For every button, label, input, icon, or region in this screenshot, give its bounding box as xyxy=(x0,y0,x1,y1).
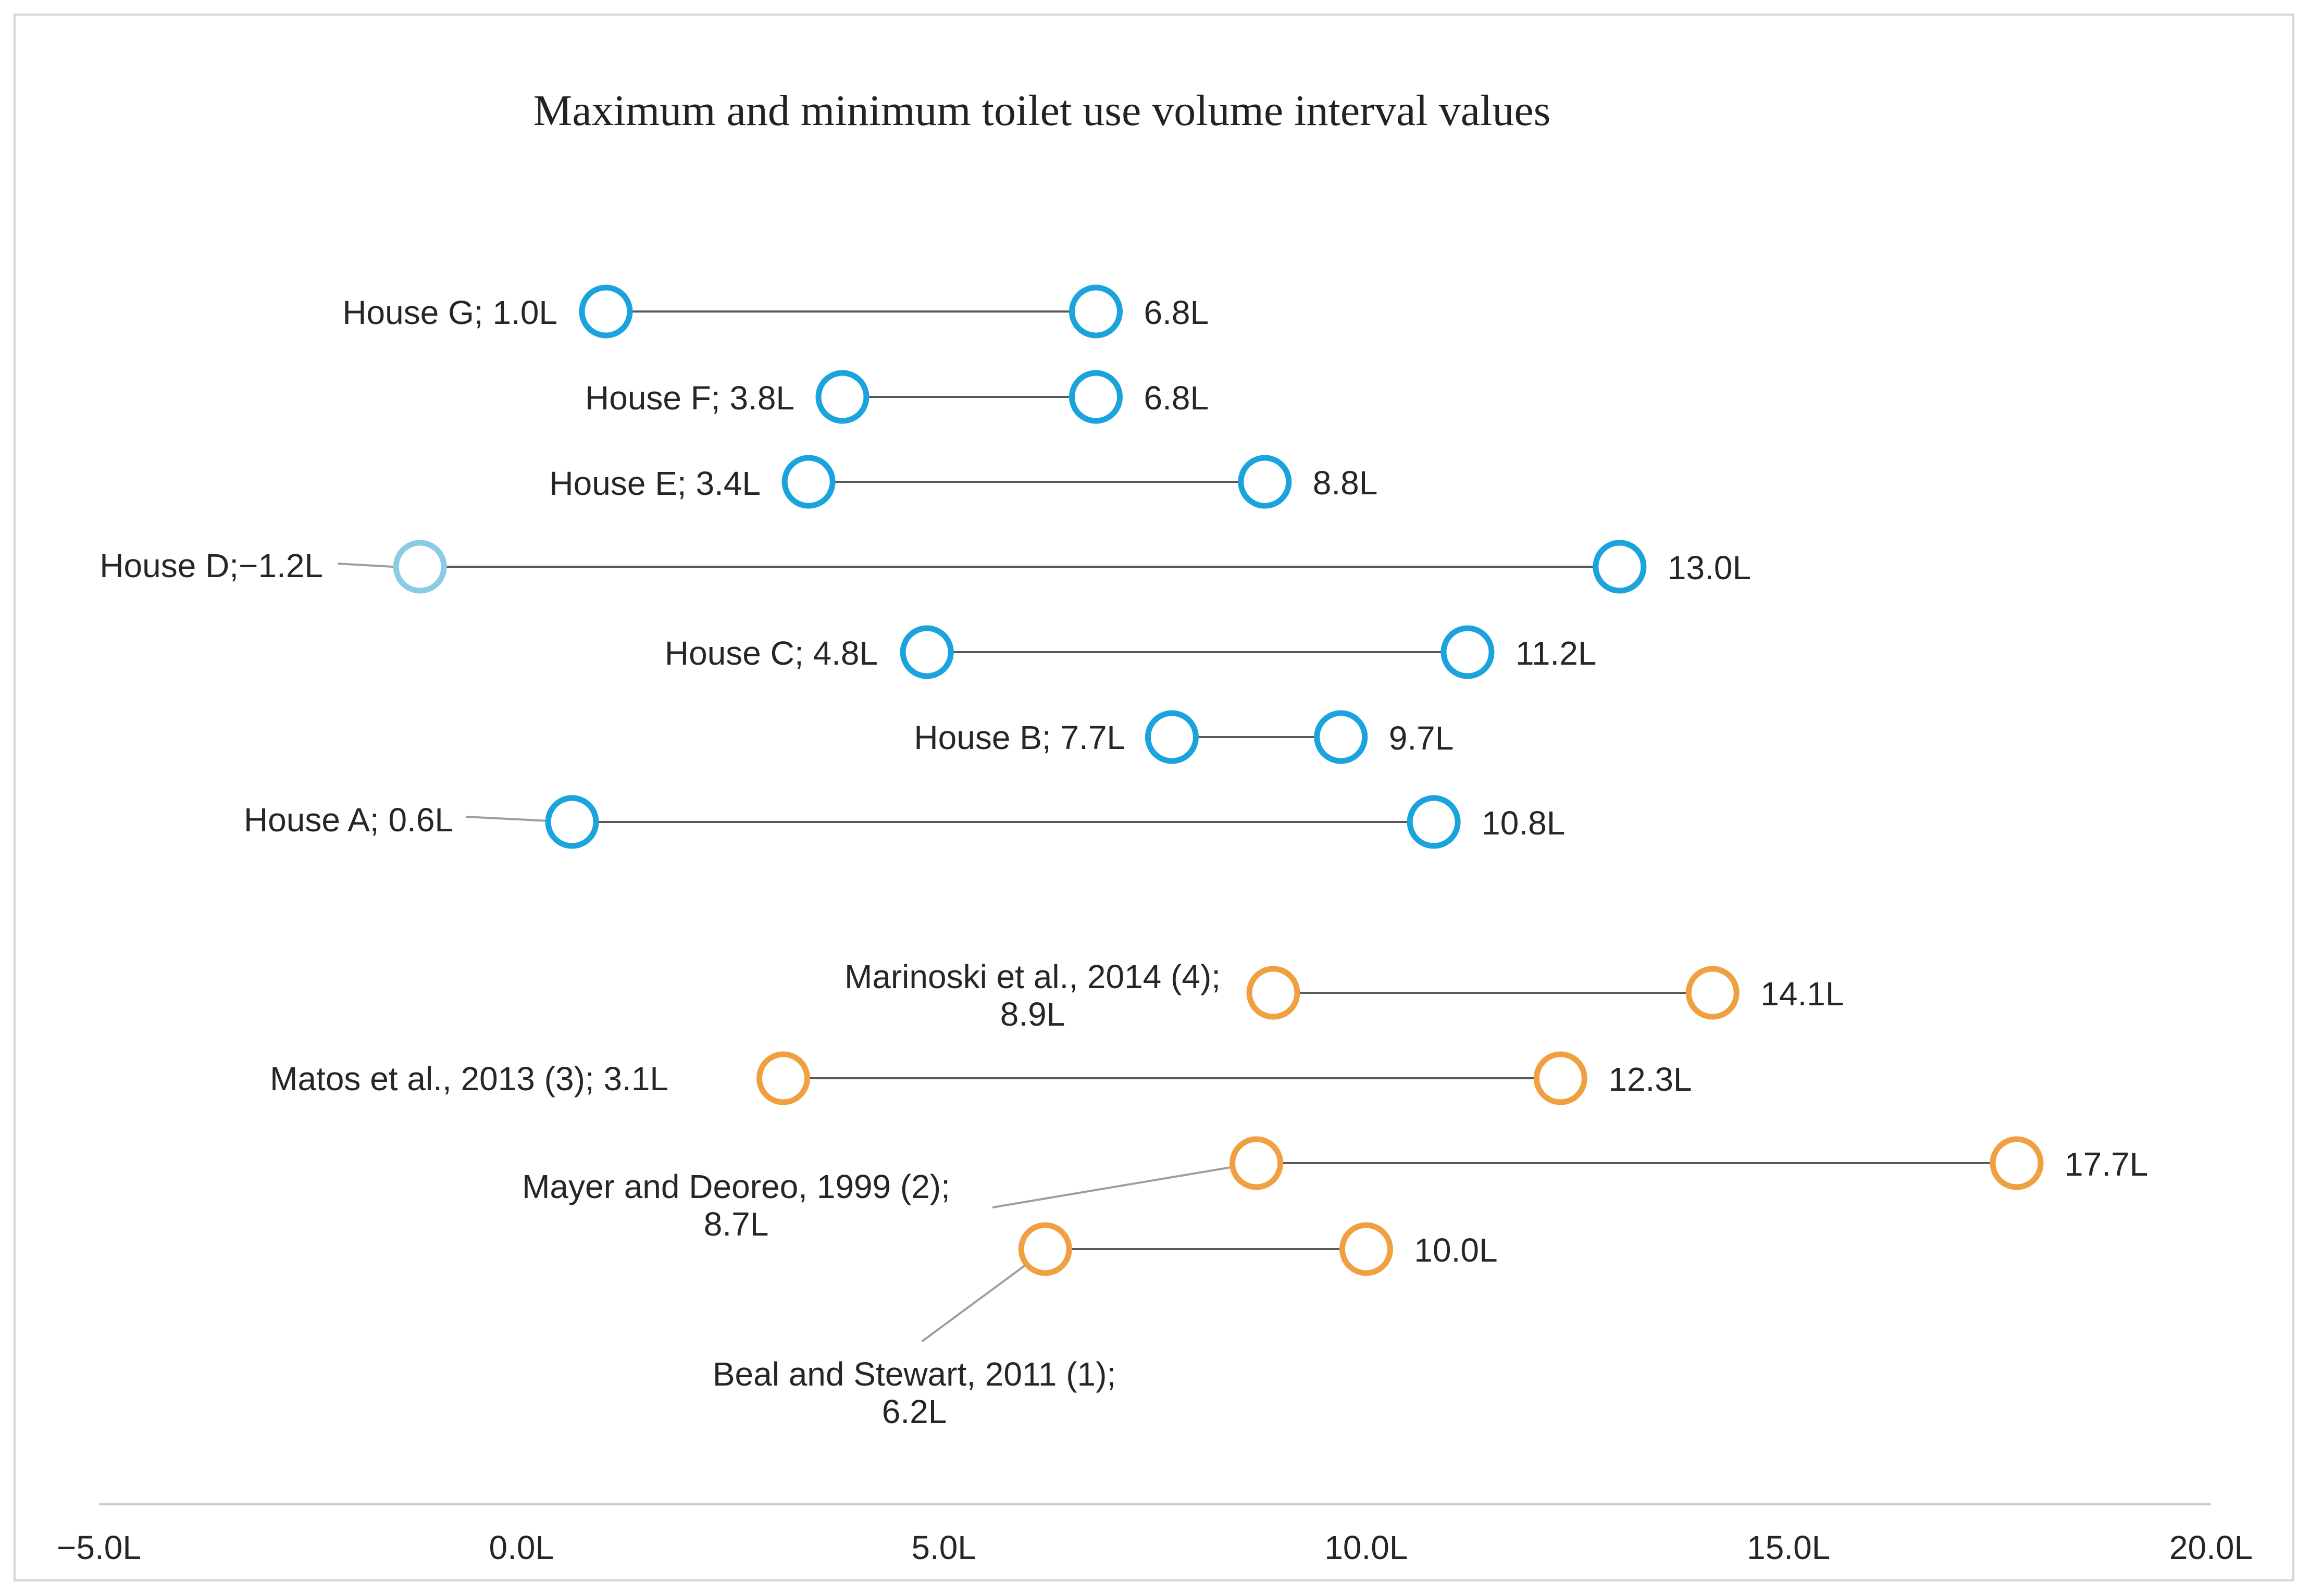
min-value-label: House A; 0.6L xyxy=(244,801,453,839)
min-marker xyxy=(545,795,599,849)
min-value-label: Marinoski et al., 2014 (4); xyxy=(844,958,1221,995)
min-value-label: Matos et al., 2013 (3); 3.1L xyxy=(270,1060,668,1098)
max-marker xyxy=(1339,1222,1393,1276)
series-row: House G; 1.0L 6.8L xyxy=(342,284,1209,339)
min-marker xyxy=(1018,1222,1072,1276)
series-row: House C; 4.8L 11.2L xyxy=(665,625,1596,679)
min-value-label: Mayer and Deoreo, 1999 (2); xyxy=(522,1168,950,1205)
min-value-label: House B; 7.7L xyxy=(914,719,1125,756)
min-value-label: House G; 1.0L xyxy=(342,294,557,331)
x-tick-label: 10.0L xyxy=(1324,1529,1408,1566)
max-value-label: 6.8L xyxy=(1144,294,1209,331)
max-value-label: 8.8L xyxy=(1313,464,1378,502)
min-marker xyxy=(1229,1136,1284,1190)
min-value-label: 8.9L xyxy=(1000,995,1065,1033)
max-marker xyxy=(1238,455,1292,509)
min-marker xyxy=(756,1051,810,1105)
min-marker xyxy=(1246,966,1300,1020)
series-row: House A; 0.6L 10.8L xyxy=(244,795,1565,849)
min-marker xyxy=(579,284,633,339)
max-marker xyxy=(1990,1136,2044,1190)
series-row: House D;−1.2L 13.0L xyxy=(100,540,1751,594)
max-marker xyxy=(1069,370,1123,424)
min-value-label: 8.7L xyxy=(704,1205,769,1243)
min-value-label: House E; 3.4L xyxy=(549,465,761,502)
max-marker xyxy=(1069,284,1123,339)
series-row: House E; 3.4L 8.8L xyxy=(549,455,1378,509)
max-value-label: 10.0L xyxy=(1414,1231,1497,1269)
min-value-label: House C; 4.8L xyxy=(665,634,878,672)
x-tick-label: 15.0L xyxy=(1747,1529,1830,1566)
max-marker xyxy=(1407,795,1461,849)
min-value-label: Beal and Stewart, 2011 (1); xyxy=(713,1355,1116,1393)
max-marker xyxy=(1593,540,1647,594)
series-row: Matos et al., 2013 (3); 3.1L 12.3L xyxy=(270,1051,1692,1105)
series-row: House B; 7.7L 9.7L xyxy=(914,710,1454,764)
max-value-label: 17.7L xyxy=(2065,1145,2148,1183)
max-value-label: 14.1L xyxy=(1760,975,1844,1013)
x-axis-ticks: −5.0L 0.0L 5.0L 10.0L 15.0L 20.0L xyxy=(57,1529,2253,1566)
x-tick-label: 0.0L xyxy=(489,1529,554,1566)
max-value-label: 11.2L xyxy=(1516,634,1596,672)
max-marker xyxy=(1440,625,1495,679)
leader-line xyxy=(992,1162,1256,1208)
max-marker xyxy=(1314,710,1368,764)
chart-title: Maximum and minimum toilet use volume in… xyxy=(533,86,1551,135)
min-marker xyxy=(815,370,870,424)
chart-frame xyxy=(14,14,2294,1581)
max-value-label: 12.3L xyxy=(1608,1061,1692,1098)
min-value-label: 6.2L xyxy=(882,1393,947,1430)
min-marker xyxy=(1145,710,1199,764)
x-tick-label: 5.0L xyxy=(911,1529,976,1566)
min-marker xyxy=(781,455,836,509)
min-value-label: House F; 3.8L xyxy=(585,379,794,417)
max-value-label: 9.7L xyxy=(1389,719,1454,757)
max-value-label: 6.8L xyxy=(1144,379,1209,417)
min-marker xyxy=(393,540,447,594)
max-value-label: 13.0L xyxy=(1668,549,1751,587)
max-marker xyxy=(1685,966,1740,1020)
x-tick-label: −5.0L xyxy=(57,1529,141,1566)
series-row: Mayer and Deoreo, 1999 (2);8.7L 17.7L xyxy=(522,1136,2148,1243)
series-row: Beal and Stewart, 2011 (1);6.2L 10.0L xyxy=(713,1222,1498,1430)
min-value-label: House D;−1.2L xyxy=(100,547,323,584)
series-row: House F; 3.8L 6.8L xyxy=(585,370,1209,424)
max-marker xyxy=(1533,1051,1587,1105)
min-marker xyxy=(900,625,954,679)
series-row: Marinoski et al., 2014 (4);8.9L 14.1L xyxy=(844,958,1844,1033)
max-value-label: 10.8L xyxy=(1482,804,1565,842)
x-tick-label: 20.0L xyxy=(2169,1529,2253,1566)
